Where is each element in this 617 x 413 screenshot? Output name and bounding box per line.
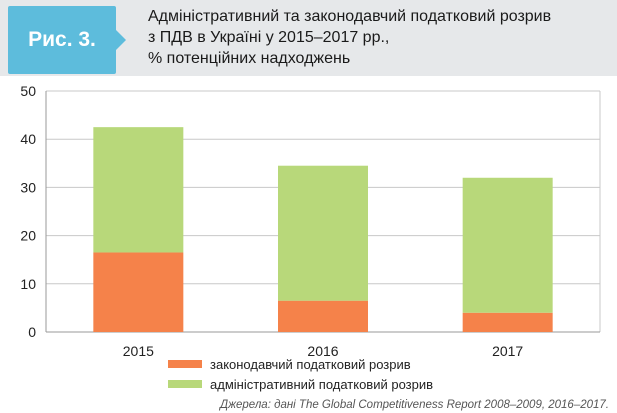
source-note: Джерела: дані The Global Competitiveness…	[220, 399, 609, 411]
y-tick-label: 0	[28, 324, 36, 340]
stacked-bar-chart: 0 10 20 30 40 50 2015 2016 2017 законодавчий пода…	[20, 83, 601, 392]
bar-segment-legislative	[93, 252, 184, 332]
legend-label: адміністративний податковий розрив	[210, 377, 433, 392]
bar-segment-administrative	[278, 165, 368, 301]
x-tick-label: 2017	[492, 343, 523, 359]
y-tick-label: 40	[20, 131, 36, 147]
badge-arrow	[116, 30, 126, 50]
x-tick-label: 2015	[123, 343, 154, 359]
bar-segment-legislative	[462, 312, 553, 332]
y-tick-label: 20	[20, 228, 36, 244]
figure-title-line: % потенційних надходжень	[148, 50, 351, 67]
figure-number-badge: Рис. 3.	[8, 6, 116, 74]
y-tick-label: 30	[20, 179, 36, 195]
bar-segment-legislative	[278, 300, 368, 332]
y-tick-label: 50	[20, 83, 36, 99]
y-tick-label: 10	[20, 276, 36, 292]
legend-swatch	[168, 360, 202, 368]
x-tick-label: 2016	[307, 343, 338, 359]
figure-title: Адміністративний та законодавчий податко…	[148, 6, 608, 69]
figure-title-line: Адміністративний та законодавчий податко…	[148, 8, 552, 25]
figure-title-line: з ПДВ в Україні у 2015–2017 рр.,	[148, 29, 390, 46]
legend-label: законодавчий податковий розрив	[210, 357, 411, 372]
bar-segment-administrative	[93, 127, 184, 253]
legend-swatch	[168, 380, 202, 388]
bar-segment-administrative	[462, 177, 553, 313]
